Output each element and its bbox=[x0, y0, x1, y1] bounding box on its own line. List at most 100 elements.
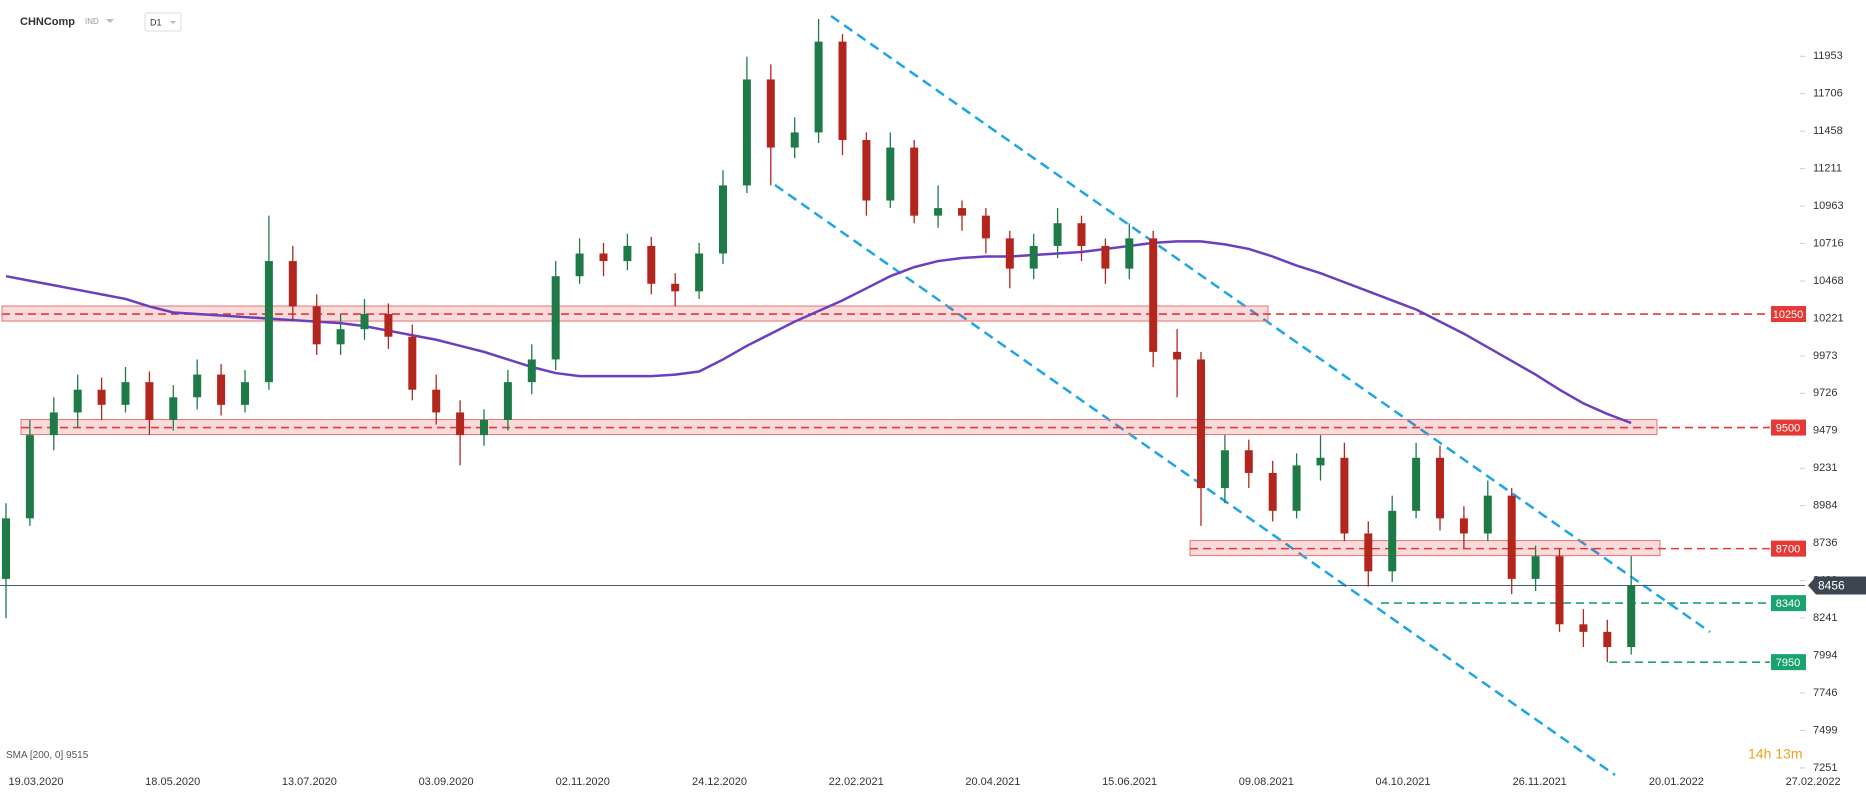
candle-body bbox=[742, 79, 751, 186]
market: IND bbox=[85, 17, 99, 26]
x-tick-label: 22.02.2021 bbox=[829, 776, 884, 788]
timer: 14h 13m bbox=[1748, 746, 1802, 762]
x-tick-label: 18.05.2020 bbox=[145, 776, 200, 788]
candle-body bbox=[1579, 624, 1588, 632]
candle-body bbox=[480, 419, 488, 436]
x-tick-label: 02.11.2020 bbox=[556, 776, 610, 788]
candle-body bbox=[695, 253, 704, 292]
x-tick-label: 20.01.2022 bbox=[1649, 776, 1704, 788]
candle-body bbox=[1483, 495, 1492, 534]
sma-line bbox=[5, 240, 1632, 425]
y-tick-label: 10221 bbox=[1813, 312, 1844, 324]
candle-body bbox=[551, 276, 560, 360]
candle-body bbox=[910, 147, 919, 216]
candle-body bbox=[934, 208, 943, 216]
dropdown-arrow[interactable] bbox=[170, 21, 176, 24]
candle-body bbox=[1197, 359, 1205, 489]
candle-body bbox=[97, 389, 106, 405]
level-label: 7950 bbox=[1776, 657, 1800, 669]
x-tick-label: 19.03.2020 bbox=[8, 776, 63, 788]
dropdown-arrow[interactable] bbox=[106, 19, 114, 23]
y-tick-label: 8736 bbox=[1813, 537, 1837, 549]
interval[interactable]: D1 bbox=[150, 17, 162, 27]
interval-box[interactable] bbox=[144, 12, 182, 32]
candle-body bbox=[288, 261, 297, 307]
candle-body bbox=[49, 412, 58, 436]
candle-body bbox=[575, 253, 584, 277]
candle-body bbox=[336, 329, 345, 345]
x-tick-label: 26.11.2021 bbox=[1513, 776, 1567, 788]
candle-body bbox=[408, 336, 417, 390]
channel-lower bbox=[774, 183, 1616, 777]
x-tick-label: 20.04.2021 bbox=[965, 776, 1020, 788]
symbol[interactable]: CHNComp bbox=[20, 16, 75, 28]
candle-body bbox=[241, 382, 249, 405]
indicator-label: SMA [200, 0] 9515 bbox=[6, 750, 89, 761]
level-label: 9500 bbox=[1776, 422, 1800, 434]
level-tag bbox=[1771, 419, 1806, 436]
plot: 11953 11706 11458 11211 10963 10716 10468 10221… bbox=[0, 18, 1866, 788]
candle-body bbox=[1531, 556, 1540, 579]
candle-body bbox=[25, 435, 34, 519]
y-tick-label: 10468 bbox=[1813, 275, 1844, 287]
x-tick-label: 04.10.2021 bbox=[1375, 776, 1430, 788]
candle-body bbox=[958, 208, 966, 216]
candle-body bbox=[169, 397, 178, 420]
candle-body bbox=[1125, 238, 1134, 269]
candle-body bbox=[2, 518, 10, 579]
candle-body bbox=[1507, 495, 1516, 579]
y-tick-label: 7251 bbox=[1813, 762, 1837, 774]
x-tick-label: 24.12.2020 bbox=[692, 776, 747, 788]
y-tick-label: 7746 bbox=[1813, 687, 1837, 699]
candle-body bbox=[886, 147, 895, 201]
y-tick-label: 9231 bbox=[1813, 462, 1837, 474]
candle-body bbox=[1244, 450, 1253, 473]
candle-body bbox=[814, 41, 823, 133]
candle-body bbox=[456, 412, 465, 436]
level-label: 8340 bbox=[1776, 598, 1800, 610]
x-tick-label: 03.09.2020 bbox=[419, 776, 474, 788]
candle-body bbox=[1173, 351, 1182, 360]
y-tick-label: 9973 bbox=[1813, 350, 1837, 362]
candle-body bbox=[766, 79, 775, 148]
candle-body bbox=[647, 245, 656, 284]
candle-body bbox=[1555, 556, 1564, 625]
candle-body bbox=[1101, 245, 1110, 269]
level-tag bbox=[1771, 595, 1806, 612]
indicator-name: SMA [200, 0] bbox=[6, 750, 63, 761]
candle-body bbox=[671, 283, 680, 292]
candle-body bbox=[145, 382, 154, 420]
candle-body bbox=[1412, 457, 1421, 511]
candle-body bbox=[503, 382, 512, 420]
candle-body bbox=[1149, 238, 1158, 352]
y-tick-label: 11706 bbox=[1813, 88, 1843, 100]
candle-body bbox=[264, 261, 273, 383]
y-tick-label: 9726 bbox=[1813, 387, 1837, 399]
candle-body bbox=[1220, 450, 1229, 489]
last-price-tag bbox=[1808, 576, 1866, 595]
x-tick-label: 15.06.2021 bbox=[1102, 776, 1157, 788]
y-tick-label: 10963 bbox=[1813, 200, 1844, 212]
candle-body bbox=[121, 382, 130, 405]
candle-body bbox=[1340, 457, 1349, 534]
candle-body bbox=[1268, 472, 1277, 511]
level-zone bbox=[20, 419, 1658, 436]
candle-body bbox=[1436, 457, 1444, 519]
candle-body bbox=[384, 314, 393, 337]
x-tick-label: 13.07.2020 bbox=[282, 776, 337, 788]
candle-body bbox=[312, 306, 321, 345]
y-tick-label: 10716 bbox=[1813, 237, 1844, 249]
level-tag bbox=[1771, 654, 1806, 671]
candle-body bbox=[527, 359, 536, 383]
candle-body bbox=[1292, 465, 1301, 511]
candle-body bbox=[719, 185, 727, 254]
y-tick-label: 7499 bbox=[1813, 724, 1837, 736]
candle-body bbox=[862, 139, 871, 201]
y-tick-label: 8241 bbox=[1813, 612, 1837, 624]
candle-body bbox=[1459, 518, 1468, 534]
x-tick-label: 27.02.2022 bbox=[1786, 776, 1841, 788]
level-tag bbox=[1771, 540, 1806, 557]
candle-body bbox=[1364, 533, 1373, 572]
candle-body bbox=[1077, 223, 1086, 246]
y-tick-label: 8984 bbox=[1813, 500, 1837, 512]
